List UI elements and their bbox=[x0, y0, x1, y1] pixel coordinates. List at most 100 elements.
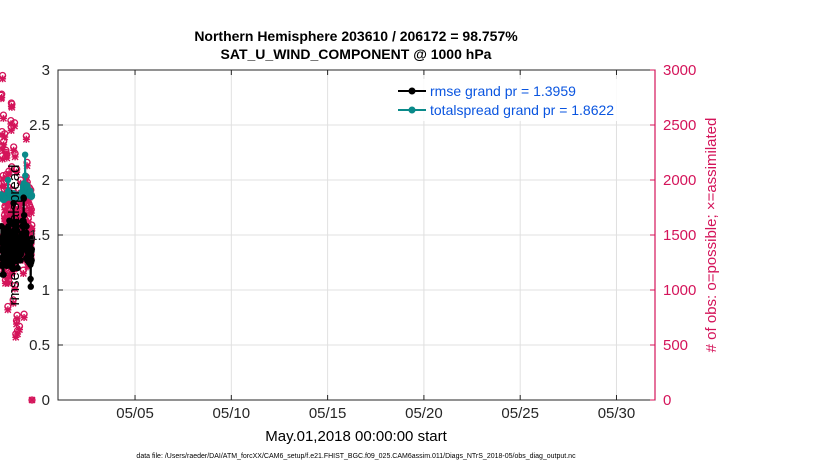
y-axis-label: rmse and totalspread bbox=[6, 165, 23, 306]
obs-assimilated-mark bbox=[20, 314, 28, 321]
y2-tick-label: 2500 bbox=[663, 117, 696, 134]
obs-assimilated-mark bbox=[1, 206, 9, 214]
rmse-point bbox=[0, 271, 7, 278]
rmse-series bbox=[0, 194, 36, 290]
obs-assimilated-mark bbox=[4, 201, 12, 209]
obs-assimilated-point bbox=[25, 196, 33, 204]
rmse-point bbox=[20, 195, 27, 202]
obs-assimilated-mark bbox=[0, 114, 7, 122]
obs-assimilated-mark bbox=[0, 182, 8, 189]
x-tick-label: 05/30 bbox=[598, 405, 636, 422]
obs-assimilated-point bbox=[1, 206, 9, 214]
obs-assimilated-mark bbox=[18, 213, 26, 221]
obs-assimilated-point bbox=[8, 103, 16, 111]
x-tick-label: 05/25 bbox=[501, 405, 539, 422]
obs-assimilated-mark bbox=[9, 299, 17, 307]
y2-axis-label: # of obs: o=possible; ×=assimilated bbox=[703, 118, 720, 353]
obs-assimilated-point bbox=[0, 94, 6, 101]
obs-assimilated-point bbox=[0, 182, 8, 189]
obs-assimilated-point bbox=[27, 228, 35, 236]
x-tick-label: 05/05 bbox=[116, 405, 154, 422]
obs-assimilated-mark bbox=[0, 94, 6, 101]
obs-assimilated-point bbox=[26, 205, 34, 213]
obs-assimilated-point bbox=[27, 209, 35, 217]
obs-assimilated-point bbox=[13, 315, 21, 323]
legend: rmse grand pr = 1.3959 totalspread grand… bbox=[395, 79, 650, 121]
obs-assimilated-point bbox=[1, 133, 9, 141]
obs-assimilated-mark bbox=[26, 207, 34, 215]
axes: 05/05 05/10 05/15 05/20 05/25 05/30 0 0.5 1 1.5 2 2… bbox=[29, 62, 696, 422]
obs-assimilated-mark bbox=[12, 333, 20, 341]
rmse-point bbox=[17, 257, 24, 264]
obs-assimilated-point bbox=[24, 263, 32, 271]
obs-assimilated-mark bbox=[0, 183, 5, 191]
obs-assimilated-mark bbox=[27, 209, 35, 217]
y-tick-label: 1 bbox=[42, 282, 50, 299]
rmse-point bbox=[23, 229, 30, 236]
series-layer bbox=[0, 71, 36, 404]
obs-assimilated-point bbox=[11, 285, 19, 293]
totalspread-point bbox=[28, 192, 36, 199]
obs-assimilated-mark bbox=[0, 141, 8, 149]
obs-assimilated-mark bbox=[13, 168, 21, 176]
obs-assimilated-point bbox=[11, 153, 19, 161]
obs-assimilated-point bbox=[5, 171, 13, 178]
obs-assimilated-mark bbox=[0, 145, 6, 153]
obs-assimilated-mark bbox=[27, 228, 35, 236]
obs-assimilated-point bbox=[14, 330, 22, 338]
obs-assimilated-point bbox=[18, 213, 26, 221]
rmse-point bbox=[11, 258, 18, 265]
rmse-point bbox=[20, 212, 28, 219]
x-tick-label: 05/15 bbox=[309, 405, 347, 422]
obs-assimilated-point bbox=[0, 75, 7, 83]
rmse-point bbox=[13, 218, 21, 225]
obs-assimilated-mark bbox=[6, 198, 14, 206]
obs-assimilated-mark bbox=[23, 162, 31, 170]
obs-assimilated-mark bbox=[3, 154, 11, 162]
obs-assimilated-mark bbox=[26, 205, 34, 213]
obs-assimilated-mark bbox=[0, 175, 7, 183]
obs-assimilated-mark bbox=[24, 218, 32, 226]
obs-assimilated-mark bbox=[4, 306, 12, 314]
obs-assimilated-point bbox=[19, 270, 27, 277]
grid bbox=[58, 70, 655, 400]
obs-assimilated-point bbox=[28, 396, 36, 404]
obs-assimilated-mark bbox=[11, 122, 19, 130]
obs-assimilated-mark bbox=[28, 224, 36, 232]
obs-assimilated-mark bbox=[25, 196, 33, 204]
obs-assimilated-mark bbox=[5, 279, 13, 287]
obs-assimilated-point bbox=[4, 306, 12, 314]
x-tick-label: 05/10 bbox=[213, 405, 251, 422]
legend-rmse-label: rmse grand pr = 1.3959 bbox=[430, 83, 576, 99]
obs-assimilated-point bbox=[6, 202, 14, 210]
y-tick-label: 2.5 bbox=[29, 117, 50, 134]
obs-assimilated-mark bbox=[0, 75, 7, 83]
x-tick-label: 05/20 bbox=[405, 405, 443, 422]
y2-tick-label: 3000 bbox=[663, 62, 696, 79]
rmse-point bbox=[28, 257, 35, 264]
obs-assimilated-mark bbox=[24, 263, 32, 271]
obs-assimilated-point bbox=[0, 114, 7, 122]
y-tick-label: 3 bbox=[42, 62, 50, 79]
obs-assimilated-mark bbox=[22, 135, 30, 143]
rmse-point bbox=[10, 231, 18, 239]
obs-assimilated-point bbox=[0, 175, 7, 183]
obs-assimilated-point bbox=[13, 168, 21, 176]
obs-assimilated-point bbox=[13, 320, 20, 328]
y2-tick-label: 1000 bbox=[663, 282, 696, 299]
obs-assimilated-point bbox=[12, 206, 20, 214]
obs-assimilated-point bbox=[11, 122, 19, 130]
obs-assimilated-mark bbox=[28, 230, 36, 238]
obs-assimilated-mark bbox=[19, 270, 27, 277]
obs-assimilated-point bbox=[23, 162, 31, 170]
rmse-point bbox=[27, 283, 34, 290]
y-tick-label: 0.5 bbox=[29, 337, 50, 354]
obs-assimilated-mark bbox=[13, 320, 20, 328]
chart-subtitle: SAT_U_WIND_COMPONENT @ 1000 hPa bbox=[221, 46, 492, 62]
obs-assimilated-mark bbox=[5, 171, 13, 178]
obs-assimilated-mark bbox=[0, 155, 6, 163]
obs-assimilated-point bbox=[9, 299, 17, 307]
rmse-point bbox=[28, 235, 36, 242]
obs-assimilated-point bbox=[22, 135, 30, 143]
